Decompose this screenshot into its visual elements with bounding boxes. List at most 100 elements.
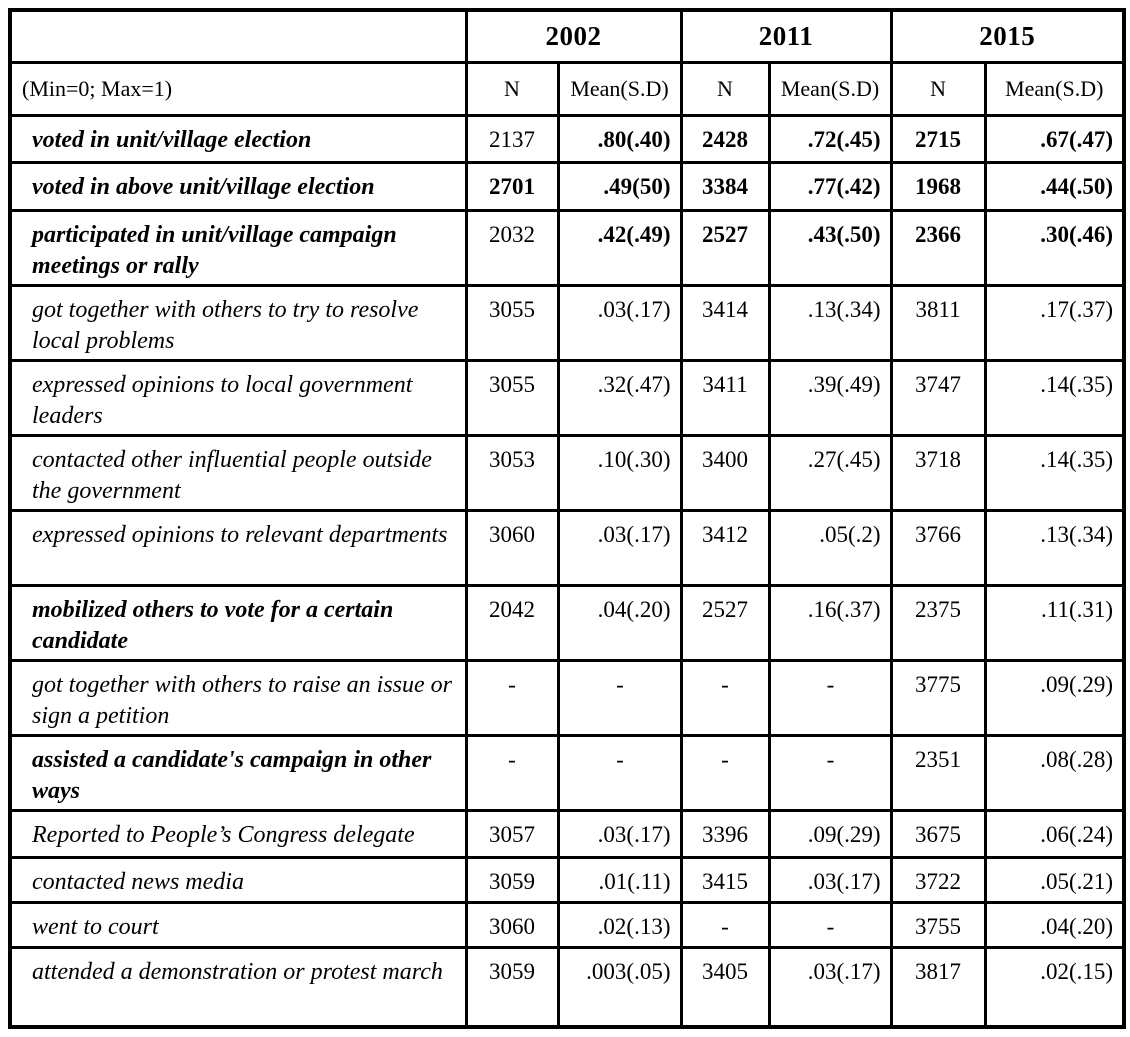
- mean-sd-value: .03(.17): [556, 283, 683, 362]
- mean-sd-header: Mean(S.D): [767, 60, 893, 117]
- mean-sd-value: .11(.31): [983, 583, 1126, 662]
- n-value: 3718: [889, 433, 987, 512]
- n-value: 2137: [464, 113, 560, 164]
- n-value: 3775: [889, 658, 987, 737]
- mean-sd-value: .30(.46): [983, 208, 1126, 287]
- n-value: 2527: [679, 208, 771, 287]
- mean-sd-value: .13(.34): [767, 283, 893, 362]
- mean-sd-value: .02(.13): [556, 900, 683, 949]
- row-label: got together with others to raise an iss…: [8, 658, 468, 737]
- n-value: 3059: [464, 945, 560, 1029]
- n-value: 3415: [679, 855, 771, 904]
- n-header: N: [679, 60, 771, 117]
- n-value: 2032: [464, 208, 560, 287]
- table-row: voted in above unit/village election 2701…: [8, 160, 1126, 212]
- table-row: Reported to People’s Congress delegate 30…: [8, 808, 1126, 859]
- n-value: 3766: [889, 508, 987, 587]
- row-label: went to court: [8, 900, 468, 949]
- n-value: 3411: [679, 358, 771, 437]
- table-row: got together with others to raise an iss…: [8, 658, 1126, 737]
- mean-sd-value: -: [556, 733, 683, 812]
- n-value: 2428: [679, 113, 771, 164]
- mean-sd-value: .06(.24): [983, 808, 1126, 859]
- n-value: -: [464, 658, 560, 737]
- mean-sd-value: .39(.49): [767, 358, 893, 437]
- row-label: attended a demonstration or protest marc…: [8, 945, 468, 1029]
- n-value: 3400: [679, 433, 771, 512]
- mean-sd-value: .08(.28): [983, 733, 1126, 812]
- year-header-2002: 2002: [464, 8, 683, 64]
- mean-sd-value: .05(.21): [983, 855, 1126, 904]
- row-label: got together with others to try to resol…: [8, 283, 468, 362]
- n-header: N: [889, 60, 987, 117]
- row-label: expressed opinions to relevant departmen…: [8, 508, 468, 587]
- mean-sd-value: .17(.37): [983, 283, 1126, 362]
- n-value: 3384: [679, 160, 771, 212]
- mean-sd-value: .49(50): [556, 160, 683, 212]
- mean-sd-value: .03(.17): [767, 855, 893, 904]
- mean-sd-value: .43(.50): [767, 208, 893, 287]
- range-note: (Min=0; Max=1): [8, 60, 468, 117]
- n-value: -: [679, 900, 771, 949]
- mean-sd-value: .01(.11): [556, 855, 683, 904]
- n-value: -: [679, 733, 771, 812]
- year-header-row: 2002 2011 2015: [8, 8, 1126, 64]
- n-value: 3053: [464, 433, 560, 512]
- row-label: voted in above unit/village election: [8, 160, 468, 212]
- n-value: 3722: [889, 855, 987, 904]
- n-value: 2042: [464, 583, 560, 662]
- mean-sd-value: -: [767, 658, 893, 737]
- n-value: 2715: [889, 113, 987, 164]
- n-value: 3060: [464, 900, 560, 949]
- mean-sd-value: .32(.47): [556, 358, 683, 437]
- participation-statistics-table: 2002 2011 2015 (Min=0; Max=1) N Mean(S.D…: [8, 8, 1127, 1029]
- row-label: mobilized others to vote for a certain c…: [8, 583, 468, 662]
- mean-sd-value: .003(.05): [556, 945, 683, 1029]
- row-label: contacted news media: [8, 855, 468, 904]
- n-value: 3405: [679, 945, 771, 1029]
- row-label: assisted a candidate's campaign in other…: [8, 733, 468, 812]
- n-value: 2527: [679, 583, 771, 662]
- n-value: 3811: [889, 283, 987, 362]
- table-row: attended a demonstration or protest marc…: [8, 945, 1126, 1029]
- n-value: 3747: [889, 358, 987, 437]
- table-body: voted in unit/village election 2137.80(.4…: [8, 113, 1126, 1029]
- mean-sd-value: .16(.37): [767, 583, 893, 662]
- mean-sd-value: .72(.45): [767, 113, 893, 164]
- mean-sd-value: .04(.20): [556, 583, 683, 662]
- n-value: 3060: [464, 508, 560, 587]
- column-header-row: (Min=0; Max=1) N Mean(S.D) N Mean(S.D) N…: [8, 60, 1126, 117]
- mean-sd-value: .09(.29): [767, 808, 893, 859]
- n-value: -: [464, 733, 560, 812]
- n-value: 2701: [464, 160, 560, 212]
- mean-sd-value: .03(.17): [767, 945, 893, 1029]
- table-row: expressed opinions to local government l…: [8, 358, 1126, 437]
- table-row: assisted a candidate's campaign in other…: [8, 733, 1126, 812]
- n-value: 2351: [889, 733, 987, 812]
- mean-sd-value: .04(.20): [983, 900, 1126, 949]
- mean-sd-value: .05(.2): [767, 508, 893, 587]
- table-row: contacted news media 3059.01(.11) 3415.03(…: [8, 855, 1126, 904]
- mean-sd-value: .77(.42): [767, 160, 893, 212]
- mean-sd-value: .27(.45): [767, 433, 893, 512]
- row-label: voted in unit/village election: [8, 113, 468, 164]
- n-value: 2375: [889, 583, 987, 662]
- mean-sd-value: .03(.17): [556, 508, 683, 587]
- mean-sd-value: .02(.15): [983, 945, 1126, 1029]
- row-label: participated in unit/village campaign me…: [8, 208, 468, 287]
- row-label: Reported to People’s Congress delegate: [8, 808, 468, 859]
- mean-sd-header: Mean(S.D): [556, 60, 683, 117]
- mean-sd-value: .03(.17): [556, 808, 683, 859]
- year-header-2015: 2015: [889, 8, 1126, 64]
- row-label: expressed opinions to local government l…: [8, 358, 468, 437]
- n-value: 3755: [889, 900, 987, 949]
- table-row: got together with others to try to resol…: [8, 283, 1126, 362]
- table-row: contacted other influential people outsi…: [8, 433, 1126, 512]
- mean-sd-value: .09(.29): [983, 658, 1126, 737]
- n-value: 3675: [889, 808, 987, 859]
- n-value: -: [679, 658, 771, 737]
- table-row: went to court 3060.02(.13) - -3755.04(.20): [8, 900, 1126, 949]
- n-value: 3055: [464, 358, 560, 437]
- table-row: participated in unit/village campaign me…: [8, 208, 1126, 287]
